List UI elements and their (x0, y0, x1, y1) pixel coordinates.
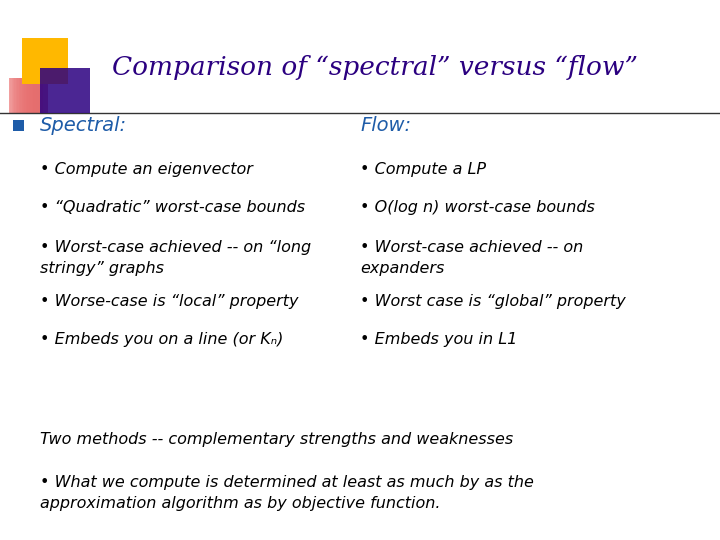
Bar (13, 120, 24, 131)
Text: • Compute an eigenvector: • Compute an eigenvector (40, 162, 253, 177)
Text: • “Quadratic” worst-case bounds: • “Quadratic” worst-case bounds (40, 200, 305, 215)
Text: Spectral:: Spectral: (40, 116, 127, 135)
Bar (19, 78, 48, 113)
Bar (17, 78, 48, 113)
Bar (30, 78, 48, 113)
Text: Comparison of “spectral” versus “flow”: Comparison of “spectral” versus “flow” (112, 55, 638, 80)
Text: • O(log n) worst-case bounds: • O(log n) worst-case bounds (360, 200, 595, 215)
Text: • Compute a LP: • Compute a LP (360, 162, 486, 177)
Text: Flow:: Flow: (360, 116, 411, 135)
Text: Two methods -- complementary strengths and weaknesses: Two methods -- complementary strengths a… (40, 432, 513, 447)
Bar (20, 78, 48, 113)
Text: • Embeds you on a line (or Kₙ): • Embeds you on a line (or Kₙ) (40, 332, 283, 347)
Bar (40, 68, 90, 113)
Bar (26, 78, 48, 113)
Bar (22, 38, 68, 84)
Text: • Worst case is “global” property: • Worst case is “global” property (360, 294, 626, 309)
Bar (35, 78, 48, 113)
Bar (22, 78, 48, 113)
Bar (32, 78, 48, 113)
Bar (10, 78, 48, 113)
Bar (9, 78, 48, 113)
Bar (36, 78, 48, 113)
Bar (27, 78, 48, 113)
Text: • What we compute is determined at least as much by as the
approximation algorit: • What we compute is determined at least… (40, 475, 534, 511)
Text: • Worst-case achieved -- on
expanders: • Worst-case achieved -- on expanders (360, 240, 583, 276)
Text: • Worse-case is “local” property: • Worse-case is “local” property (40, 294, 298, 309)
Bar (33, 78, 48, 113)
Bar (24, 78, 48, 113)
Bar (14, 78, 48, 113)
Bar (13, 78, 48, 113)
Bar (23, 78, 48, 113)
Bar (16, 78, 48, 113)
Text: • Embeds you in L1: • Embeds you in L1 (360, 332, 517, 347)
Bar (12, 78, 48, 113)
Text: • Worst-case achieved -- on “long
stringy” graphs: • Worst-case achieved -- on “long string… (40, 240, 311, 276)
Bar (9, 78, 43, 113)
Bar (29, 78, 48, 113)
